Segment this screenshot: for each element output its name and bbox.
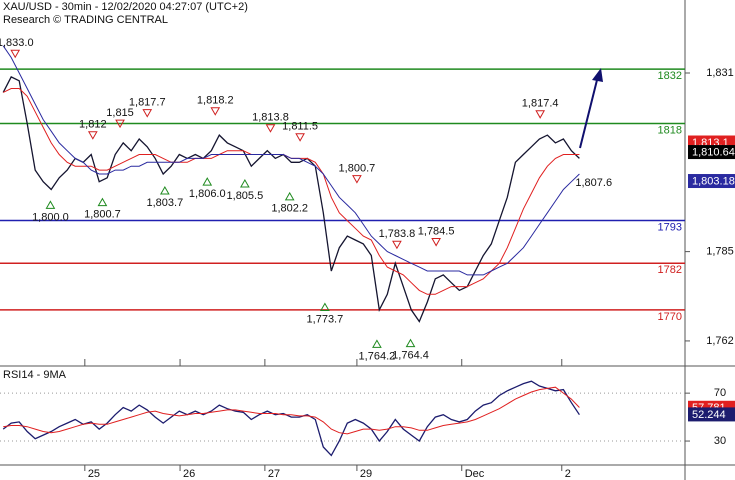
level-label: 1793	[658, 221, 682, 233]
level-label: 1832	[658, 70, 682, 82]
high-marker	[265, 124, 276, 133]
high-marker	[535, 110, 546, 119]
x-tick-label: 2	[565, 468, 571, 480]
y-tick-label: 1,762	[706, 335, 734, 347]
low-marker	[97, 197, 108, 207]
y-tick-label: 70	[714, 387, 726, 399]
low-marker	[240, 179, 250, 188]
price-tag	[688, 407, 735, 422]
low-label: 1,764.2	[359, 350, 396, 362]
forecast-arrow-head	[592, 68, 603, 82]
high-label: 1,817.7	[129, 97, 166, 109]
y-tick-label: 1,831	[706, 67, 734, 79]
low-label: 1,800.0	[32, 211, 69, 223]
high-label: 1,811.5	[282, 121, 318, 133]
low-label: 1,800.7	[84, 209, 121, 221]
level-label: 1770	[658, 311, 682, 323]
high-marker	[10, 49, 21, 59]
series-line	[3, 386, 580, 435]
high-label: 1,815	[106, 107, 134, 119]
x-tick-label: Dec	[465, 468, 485, 480]
low-label: 1,805.5	[227, 190, 264, 202]
high-marker	[352, 175, 362, 184]
high-marker	[392, 240, 402, 250]
high-label: 1,812	[79, 119, 107, 131]
price-tag	[688, 145, 735, 160]
high-label: 1,833.0	[0, 37, 34, 49]
x-tick-label: 26	[183, 468, 195, 480]
series-line	[2, 45, 580, 276]
value-label: 1,807.6	[575, 177, 612, 189]
panel-title: RSI14 - 9MA	[3, 369, 67, 381]
price-tag-label: 1,810.64	[692, 146, 735, 158]
low-marker	[45, 200, 56, 209]
high-marker	[115, 119, 125, 129]
high-label: 1,784.5	[418, 225, 455, 237]
low-label: 1,802.2	[271, 203, 308, 215]
high-label: 1,817.4	[522, 98, 559, 110]
high-marker	[295, 133, 305, 142]
low-marker	[284, 191, 295, 201]
level-label: 1782	[658, 264, 682, 276]
series-line	[2, 76, 580, 323]
x-tick-label: 27	[268, 468, 280, 480]
low-marker	[405, 338, 416, 348]
x-tick-label: 29	[360, 468, 372, 480]
forecast-arrow	[579, 75, 599, 149]
chart-subtitle: Research © TRADING CENTRAL	[3, 14, 168, 26]
low-marker	[320, 302, 330, 311]
plot-layers: 1,831 1,785 1,762 1832 1818 1793 1782 1770 1,833…	[0, 37, 735, 480]
x-tick-label: 25	[88, 468, 100, 480]
high-marker	[87, 131, 98, 140]
high-label: 1,818.2	[197, 95, 234, 107]
y-tick-label: 30	[714, 435, 726, 447]
high-marker	[142, 109, 153, 118]
chart-title: XAU/USD - 30min - 12/02/2020 04:27:07 (U…	[3, 1, 248, 13]
low-marker	[372, 339, 382, 348]
price-tag-label: 1,803.18	[692, 175, 735, 187]
series-line	[2, 380, 580, 457]
high-label: 1,800.7	[339, 163, 376, 175]
low-marker	[202, 177, 213, 186]
low-label: 1,803.7	[146, 197, 183, 209]
low-label: 1,773.7	[307, 313, 344, 325]
high-label: 1,783.8	[379, 228, 416, 240]
high-label: 1,813.8	[252, 112, 289, 124]
level-label: 1818	[658, 124, 682, 136]
high-marker	[210, 107, 221, 116]
low-label: 1,806.0	[189, 188, 226, 200]
price-tag	[688, 174, 735, 189]
price-tag-label: 52.244	[692, 409, 726, 421]
low-label: 1,764.4	[392, 350, 429, 362]
y-tick-label: 1,785	[706, 246, 734, 258]
high-marker	[431, 238, 441, 247]
low-marker	[159, 185, 170, 195]
